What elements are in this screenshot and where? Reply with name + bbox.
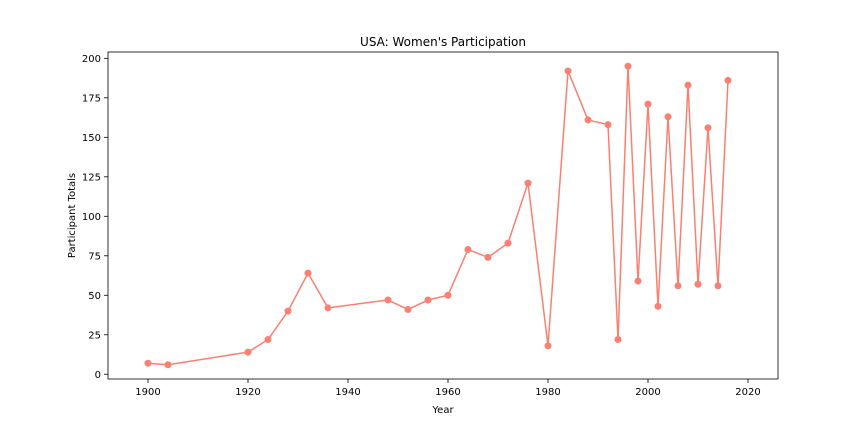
data-point xyxy=(244,348,252,356)
data-point xyxy=(684,81,692,89)
data-point xyxy=(704,124,712,132)
series-layer xyxy=(144,62,732,369)
data-point xyxy=(604,121,612,129)
data-point xyxy=(324,304,332,312)
data-point xyxy=(524,179,532,187)
data-point xyxy=(634,277,642,285)
data-point xyxy=(504,239,512,247)
chart-title: USA: Women's Participation xyxy=(360,35,526,49)
data-point xyxy=(144,359,152,367)
series-line xyxy=(147,65,729,366)
x-tick-label: 1900 xyxy=(135,387,160,398)
plot-area xyxy=(107,51,779,380)
data-point xyxy=(404,305,412,313)
x-axis-title: Year xyxy=(431,405,454,416)
y-tick-label: 175 xyxy=(82,93,101,104)
data-point xyxy=(444,291,452,299)
x-tick-label: 1920 xyxy=(235,387,260,398)
x-tick-label: 2000 xyxy=(635,387,660,398)
data-point xyxy=(384,296,392,304)
data-point xyxy=(674,282,682,290)
x-tick-label: 2020 xyxy=(735,387,760,398)
y-tick-label: 125 xyxy=(82,172,101,183)
data-point xyxy=(564,67,572,75)
data-point xyxy=(544,342,552,350)
data-point xyxy=(644,100,652,108)
y-tick-label: 25 xyxy=(88,330,101,341)
y-tick-label: 50 xyxy=(88,291,101,302)
data-point xyxy=(614,336,622,344)
y-axis-title: Participant Totals xyxy=(67,173,78,258)
data-point xyxy=(654,302,662,310)
data-point xyxy=(694,280,702,288)
data-point xyxy=(264,336,272,344)
x-tick-label: 1960 xyxy=(435,387,460,398)
data-point xyxy=(664,113,672,121)
y-tick-label: 75 xyxy=(88,251,101,262)
x-tick-label: 1940 xyxy=(335,387,360,398)
data-point xyxy=(724,76,732,84)
x-tick-label: 1980 xyxy=(535,387,560,398)
data-point xyxy=(624,62,632,70)
data-point xyxy=(464,245,472,253)
data-point xyxy=(164,361,172,369)
data-point xyxy=(284,307,292,315)
data-point xyxy=(584,116,592,124)
y-tick-label: 150 xyxy=(82,133,101,144)
data-point xyxy=(424,296,432,304)
y-axis: 0 25 50 75 100 125 150 175 200 xyxy=(82,54,108,381)
data-point xyxy=(304,269,312,277)
data-point xyxy=(714,282,722,290)
y-tick-label: 100 xyxy=(82,212,101,223)
x-axis: 1900 1920 1940 1960 1980 2000 2020 xyxy=(135,379,761,398)
data-point xyxy=(484,253,492,261)
y-tick-label: 0 xyxy=(95,370,101,381)
y-tick-label: 200 xyxy=(82,54,101,65)
